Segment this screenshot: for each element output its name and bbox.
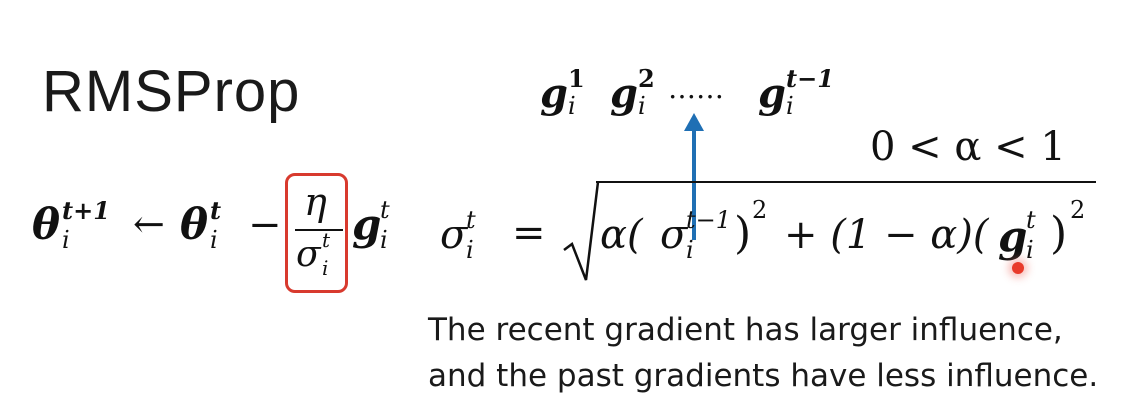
pointer-dot xyxy=(1012,262,1024,274)
sigma-denominator: σ xyxy=(296,234,321,275)
assign-arrow: ← xyxy=(133,202,165,246)
sigma-den-sup: t xyxy=(322,228,331,252)
gradient-g: g xyxy=(352,200,382,249)
caption-line-1: The recent gradient has larger influence… xyxy=(428,312,1063,348)
seq-g1: g xyxy=(540,70,568,117)
gradient-g-sub: i xyxy=(380,226,388,254)
theta-next-sup: t+1 xyxy=(62,196,110,225)
close-paren-2: ) xyxy=(1050,208,1068,259)
sigma-g: g xyxy=(998,212,1028,261)
seq-g2-sub: i xyxy=(638,92,646,120)
seq-glast-sub: i xyxy=(786,92,794,120)
fraction-bar xyxy=(295,229,343,231)
minus-sign: − xyxy=(248,202,282,248)
seq-g2-sup: 2 xyxy=(638,64,655,93)
slide-title: RMSProp xyxy=(42,59,301,124)
sigma-prev-sup: t−1 xyxy=(686,206,732,234)
sigma-lhs-sup: t xyxy=(466,206,476,234)
theta-cur-sup: t xyxy=(210,196,222,225)
seq-ellipsis: …… xyxy=(668,72,724,105)
eta: η xyxy=(304,180,327,224)
seq-glast: g xyxy=(758,70,786,117)
square-2: 2 xyxy=(1070,196,1086,224)
sigma-den-sub: i xyxy=(322,256,329,280)
equals-sign: = xyxy=(512,210,546,256)
theta-cur-sub: i xyxy=(210,226,218,254)
square-1: 2 xyxy=(752,196,768,224)
theta-cur: θ xyxy=(180,200,209,249)
alpha-open: α( xyxy=(600,212,643,258)
arrow-shaft xyxy=(692,128,696,240)
sigma-prev-sub: i xyxy=(686,236,694,264)
plus-one-minus-alpha: + (1 − α)( xyxy=(784,212,989,258)
sigma-lhs-sub: i xyxy=(466,236,474,264)
arrow-up-icon xyxy=(684,113,704,131)
alpha-range: 0 < α < 1 xyxy=(870,124,1066,170)
seq-g2: g xyxy=(610,70,638,117)
theta-next-sub: i xyxy=(62,226,70,254)
sigma-g-sup: t xyxy=(1026,206,1036,234)
theta-next: θ xyxy=(32,200,61,249)
sqrt-bar xyxy=(596,181,1096,183)
seq-g1-sub: i xyxy=(568,92,576,120)
gradient-g-sup: t xyxy=(380,196,390,224)
seq-g1-sup: 1 xyxy=(568,64,585,93)
caption-line-2: and the past gradients have less influen… xyxy=(428,358,1099,394)
sigma-lhs: σ xyxy=(440,212,468,258)
learning-rate-highlight xyxy=(285,173,348,293)
sigma-g-sub: i xyxy=(1026,236,1034,264)
close-paren-1: ) xyxy=(734,208,752,259)
sigma-prev: σ xyxy=(660,212,688,258)
sqrt-sign-icon xyxy=(563,181,600,281)
seq-glast-sup: t−1 xyxy=(786,64,834,93)
